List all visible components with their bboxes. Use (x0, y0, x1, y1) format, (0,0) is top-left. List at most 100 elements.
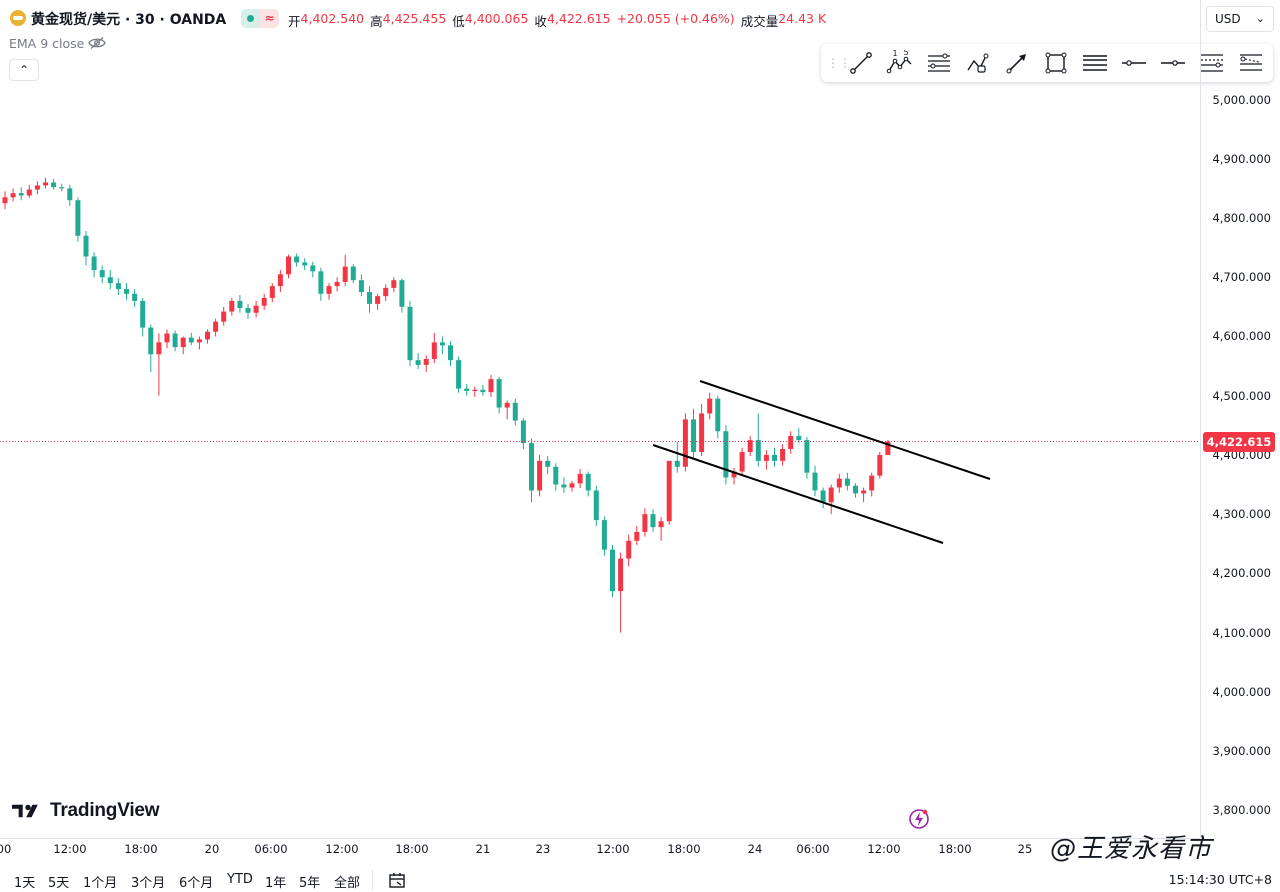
bottom-divider (372, 870, 373, 890)
candle-body-up (221, 311, 227, 322)
candle (221, 306, 227, 326)
range-1y-button[interactable]: 1年 (265, 876, 287, 891)
candle-body-up (375, 296, 381, 304)
clock-timezone[interactable]: 15:14:30 UTC+8 (1168, 872, 1272, 887)
trend-line-icon[interactable] (841, 48, 880, 78)
time-tick: 12:00 (53, 842, 87, 856)
candle-body-down (820, 490, 826, 503)
range-all-button[interactable]: 全部 (334, 876, 361, 891)
candle-body-down (464, 388, 470, 391)
drag-handle-icon[interactable]: ⋮⋮ (827, 56, 851, 70)
candle-body-down (610, 549, 615, 592)
parallel-channel-icon[interactable] (1075, 48, 1114, 78)
candle (67, 184, 73, 207)
calendar-range-icon[interactable] (388, 871, 406, 889)
horizontal-line-icon[interactable] (1153, 48, 1192, 78)
candle (585, 471, 591, 497)
candle (383, 284, 389, 301)
tradingview-logo-icon (12, 804, 38, 818)
indicator-label[interactable]: EMA 9 close (9, 36, 85, 51)
rectangle-icon[interactable] (1036, 48, 1075, 78)
candle (844, 472, 850, 491)
current-price-label: 4,422.615 (1203, 431, 1275, 452)
candle-body-down (561, 484, 567, 488)
time-tick: 24 (747, 842, 763, 856)
candle-body-down (115, 283, 121, 290)
candle-body-down (399, 280, 405, 307)
currency-select[interactable]: USD ⌄ (1206, 6, 1274, 32)
market-status-badge[interactable]: ≈ (241, 9, 279, 28)
time-tick: 25 (1017, 842, 1033, 856)
price-chart[interactable] (0, 0, 1200, 838)
candle-body-up (326, 286, 332, 294)
high-value: 4,425.455 (382, 11, 447, 26)
range-5d-button[interactable]: 5天 (48, 876, 70, 891)
candle-body-down (480, 389, 486, 393)
market-open-dot-icon (241, 9, 260, 28)
horizontal-ray-icon[interactable] (1114, 48, 1153, 78)
candle (286, 254, 291, 279)
range-1m-button[interactable]: 1个月 (83, 876, 118, 891)
candle-body-up (658, 521, 664, 528)
candle-body-up (156, 342, 162, 355)
tradingview-logo[interactable]: TradingView (12, 800, 160, 822)
candle-body-down (593, 490, 599, 521)
price-axis[interactable]: 5,000.000 4,900.000 4,800.000 4,700.000 4,60… (1200, 0, 1280, 838)
candle-body-up (342, 266, 348, 282)
price-tick: 4,600.000 (1212, 329, 1271, 344)
time-axis[interactable]: 00 12:00 18:00 20 06:00 12:00 18:00 21 23 12:00 18… (0, 838, 1200, 859)
regression-trend-icon[interactable] (1231, 48, 1270, 78)
range-5y-button[interactable]: 5年 (299, 876, 321, 891)
gold-symbol-icon (10, 10, 26, 26)
candle-body-down (796, 435, 802, 441)
candle-body-up (488, 379, 494, 393)
range-1d-button[interactable]: 1天 (14, 876, 36, 891)
candle (812, 465, 818, 497)
price-tick: 4,300.000 (1212, 507, 1271, 522)
candle (156, 333, 162, 396)
candle (10, 188, 16, 202)
candle-body-down (148, 327, 154, 355)
range-6m-button[interactable]: 6个月 (179, 876, 214, 891)
time-tick: 18:00 (667, 842, 701, 856)
candle-body-up (253, 305, 259, 313)
fib-retracement-icon[interactable] (919, 48, 958, 78)
fib-channel-icon[interactable] (1192, 48, 1231, 78)
candle-body-up (391, 280, 397, 288)
candle-body-up (861, 490, 867, 494)
candle (610, 544, 615, 598)
time-tick: 23 (535, 842, 551, 856)
range-3m-button[interactable]: 3个月 (131, 876, 166, 891)
candle-body-down (812, 472, 818, 491)
price-tick: 4,700.000 (1212, 270, 1271, 285)
candle (431, 332, 437, 364)
range-ytd-button[interactable]: YTD (227, 872, 253, 887)
channel-upper-line[interactable] (699, 380, 991, 480)
candle-body-up (431, 342, 437, 359)
candle (520, 418, 526, 449)
candle-body-down (358, 280, 364, 293)
path-icon[interactable] (958, 48, 997, 78)
candle-body-down (723, 431, 729, 478)
candle-body-up (682, 419, 688, 467)
lightning-icon[interactable] (908, 808, 930, 830)
collapse-legend-button[interactable]: ⌃ (9, 59, 39, 81)
eye-hidden-icon[interactable] (88, 36, 106, 50)
arrow-icon[interactable] (997, 48, 1036, 78)
candle (439, 336, 445, 355)
time-tick: 20 (204, 842, 220, 856)
candle-body-up (34, 185, 40, 190)
channel-lower-line[interactable] (652, 444, 944, 544)
watermark: @王爱永看市 (1050, 834, 1213, 864)
candle-body-down (715, 398, 721, 432)
symbol-title[interactable]: 黄金现货/美元 · 30 · OANDA (31, 12, 227, 28)
candle (132, 289, 138, 307)
close-value: 4,422.615 (546, 11, 611, 26)
candle (172, 330, 178, 352)
candle-body-up (780, 449, 786, 461)
candle (75, 197, 81, 242)
candle (885, 439, 891, 455)
candle (682, 413, 688, 472)
candle-body-up (537, 460, 543, 491)
